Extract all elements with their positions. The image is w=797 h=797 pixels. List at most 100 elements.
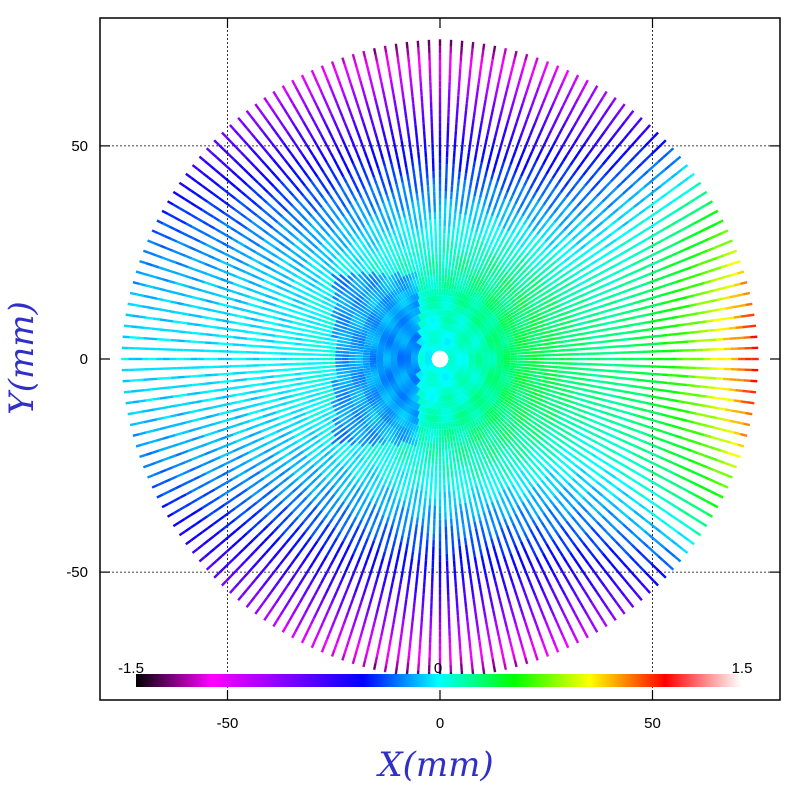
spoke-segment: [248, 280, 256, 286]
spoke-segment: [591, 141, 598, 149]
spoke-segment: [398, 381, 406, 388]
spoke-segment: [366, 265, 373, 273]
spoke-segment: [179, 493, 187, 499]
spoke-segment: [321, 94, 327, 102]
spoke-segment: [293, 142, 300, 150]
spoke-segment: [711, 209, 719, 216]
spoke-segment: [231, 474, 239, 481]
spoke-segment: [309, 379, 318, 384]
spoke-segment: [378, 234, 384, 242]
spoke-segment: [485, 311, 493, 318]
spoke-segment: [605, 308, 613, 313]
spoke-segment: [298, 163, 305, 171]
spoke-segment: [567, 324, 575, 329]
spoke-segment: [481, 220, 486, 228]
spoke-segment: [135, 270, 143, 275]
spoke-segment: [465, 319, 472, 327]
spoke-segment: [396, 294, 403, 302]
spoke-segment: [540, 189, 547, 197]
spoke-segment: [499, 228, 505, 236]
spoke-segment: [389, 309, 396, 317]
spoke-segment: [207, 389, 215, 393]
spoke-segment: [390, 382, 398, 389]
spoke-segment: [357, 371, 365, 375]
spoke-segment: [538, 292, 546, 298]
spoke-segment: [415, 249, 420, 257]
spoke-segment: [276, 385, 284, 390]
spoke-segment: [601, 216, 609, 224]
spoke-segment: [502, 221, 508, 230]
spoke-segment: [713, 287, 721, 292]
spoke-segment: [414, 292, 420, 300]
spoke-segment: [364, 218, 370, 226]
spoke-segment: [429, 268, 433, 276]
spoke-segment: [391, 135, 396, 143]
spoke-segment: [257, 235, 265, 241]
spoke-segment: [381, 334, 389, 339]
spoke-segment: [311, 205, 318, 213]
spoke-segment: [606, 202, 614, 209]
spoke-segment: [568, 328, 576, 333]
spoke-segment: [537, 195, 543, 203]
spoke-segment: [201, 289, 209, 294]
spoke-segment: [587, 147, 594, 155]
spoke-segment: [350, 244, 357, 252]
spoke-segment: [355, 169, 361, 177]
spoke-segment: [514, 182, 520, 190]
spoke-segment: [521, 338, 529, 343]
spoke-segment: [171, 443, 179, 448]
spoke-segment: [456, 291, 461, 299]
spoke-segment: [316, 312, 324, 318]
spoke-segment: [626, 144, 633, 152]
spoke-segment: [474, 319, 482, 326]
spoke-segment: [296, 381, 304, 386]
spoke-segment: [595, 298, 603, 304]
spoke-segment: [605, 258, 613, 264]
spoke-segment: [536, 277, 544, 284]
spoke-segment: [490, 246, 496, 254]
spoke-segment: [387, 275, 394, 284]
spoke-segment: [367, 331, 375, 337]
spoke-segment: [541, 96, 547, 105]
spoke-segment: [487, 285, 494, 293]
spoke-segment: [301, 233, 309, 241]
spoke-segment: [250, 317, 258, 322]
spoke-segment: [652, 161, 660, 168]
spoke-segment: [614, 291, 622, 297]
spoke-segment: [290, 119, 297, 127]
spoke-segment: [529, 206, 536, 214]
spoke-segment: [372, 278, 379, 286]
spoke-segment: [495, 312, 503, 319]
spoke-segment: [421, 304, 426, 313]
spoke-segment: [509, 347, 517, 351]
spoke-segment: [525, 112, 531, 120]
spoke-segment: [471, 252, 476, 261]
spoke-segment: [348, 134, 354, 143]
spoke-segment: [515, 343, 523, 347]
spoke-segment: [383, 349, 391, 354]
spoke-segment: [352, 163, 358, 171]
spoke-segment: [523, 282, 531, 289]
spoke-segment: [336, 423, 344, 430]
spoke-segment: [348, 388, 356, 394]
spoke-segment: [445, 316, 449, 324]
spoke-segment: [531, 281, 539, 288]
spoke-segment: [382, 95, 387, 103]
spoke-segment: [487, 303, 494, 310]
spoke-segment: [313, 321, 321, 326]
spoke-segment: [388, 320, 396, 327]
spoke-segment: [260, 306, 268, 311]
spoke-segment: [511, 278, 518, 286]
spoke-segment: [527, 299, 535, 305]
spoke-segment: [336, 288, 344, 295]
spoke-segment: [321, 394, 329, 399]
spoke-segment: [250, 132, 257, 140]
spoke-segment: [315, 238, 323, 246]
spoke-segment: [696, 301, 704, 306]
spoke-segment: [675, 259, 683, 265]
spoke-35: [441, 61, 550, 352]
spoke-segment: [309, 402, 317, 408]
spoke-segment: [428, 310, 433, 318]
spoke-segment: [388, 378, 396, 384]
spoke-segment: [469, 55, 473, 63]
